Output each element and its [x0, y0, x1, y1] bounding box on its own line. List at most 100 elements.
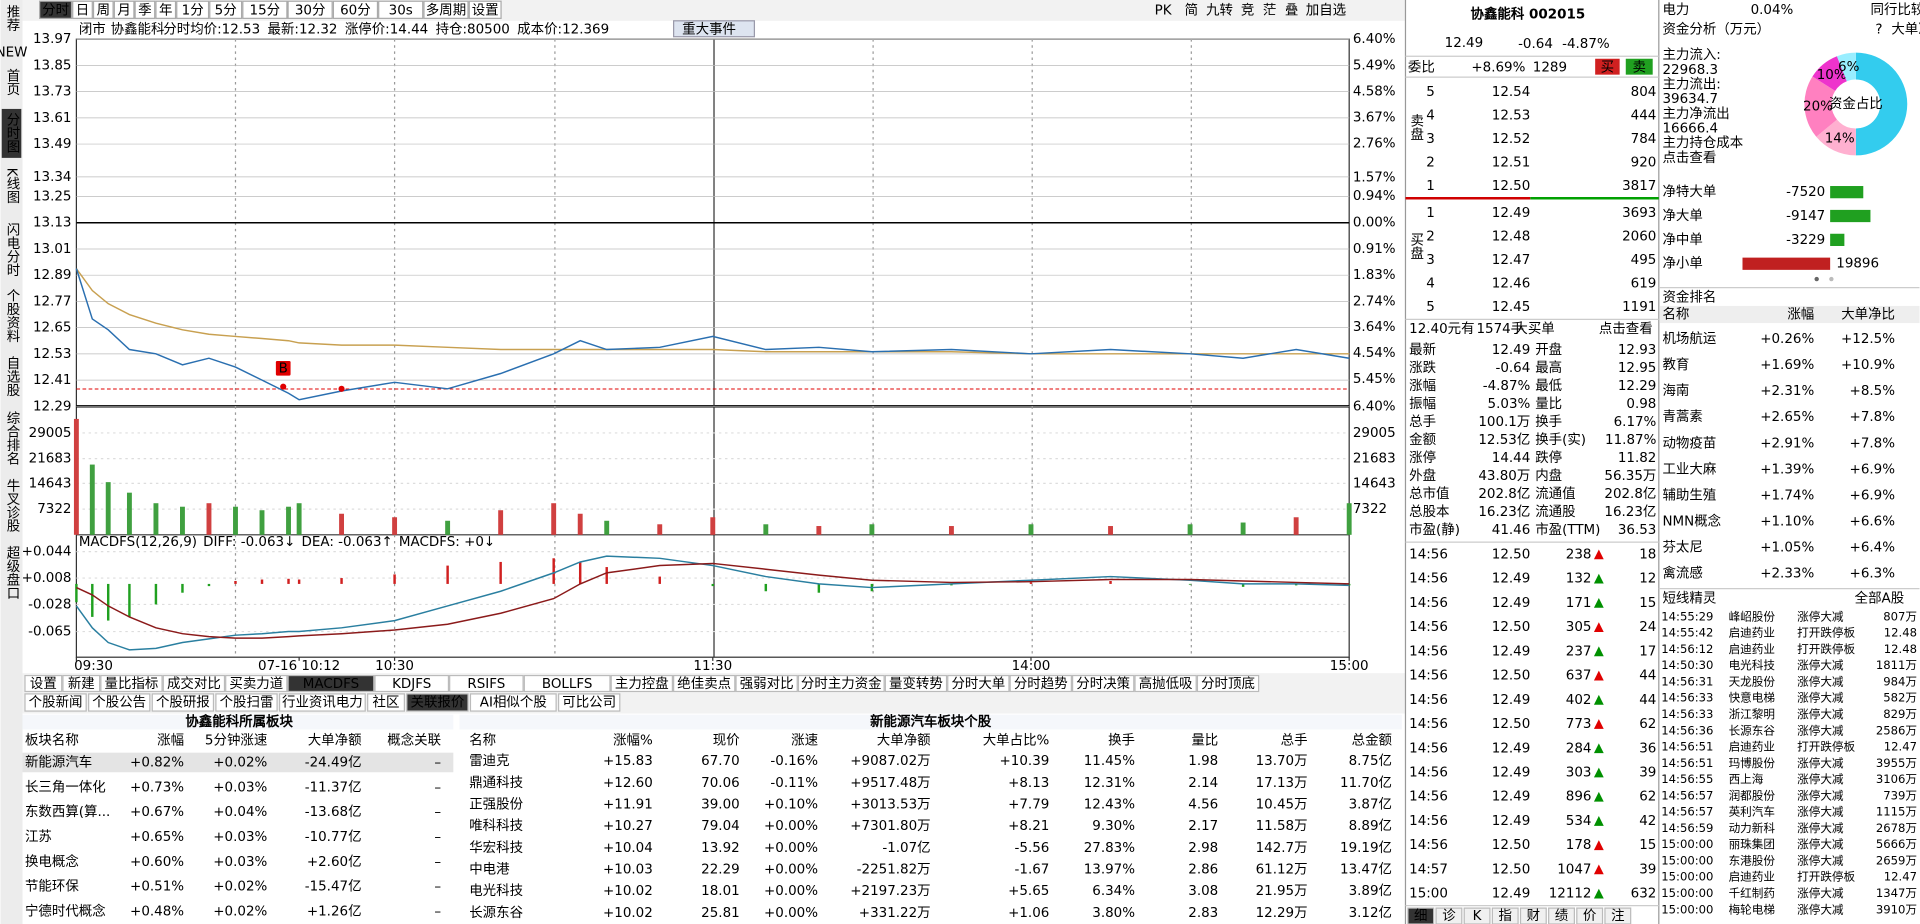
- info-tab[interactable]: [215, 693, 278, 712]
- tool-btn[interactable]: [134, 0, 156, 19]
- panel-tab[interactable]: [1435, 907, 1463, 924]
- tool-label[interactable]: 60分: [340, 2, 371, 18]
- compare[interactable]: 同行比较: [1871, 2, 1920, 18]
- rank-cell[interactable]: 芬太尼: [1662, 540, 1702, 556]
- rank-cell[interactable]: 禽流感: [1662, 565, 1702, 582]
- indicator-label[interactable]: MACDFS: [303, 677, 359, 692]
- indicator-tab[interactable]: [374, 674, 450, 693]
- info-tab[interactable]: [24, 693, 87, 712]
- info-tab[interactable]: [406, 693, 469, 712]
- flow-item[interactable]: 点击查看: [1662, 150, 1716, 166]
- sidebar-tab[interactable]: 闪电分时: [4, 223, 21, 277]
- rank-cell[interactable]: 机场航运: [1662, 331, 1716, 347]
- sidebar-tab[interactable]: 分时图: [4, 112, 21, 153]
- tool-label[interactable]: 30分: [295, 2, 326, 18]
- rank-cell[interactable]: 教育: [1662, 357, 1689, 373]
- info-tab-label[interactable]: 个股扫雷: [220, 694, 274, 710]
- panel-tab-label[interactable]: 绩: [1555, 908, 1568, 924]
- sidebar-tab[interactable]: 首页: [4, 68, 21, 95]
- indicator-label[interactable]: 强弱对比: [740, 676, 794, 692]
- tool-label[interactable]: 季: [138, 2, 151, 18]
- sidebar-tab[interactable]: 牛叉诊股: [4, 478, 21, 533]
- indicator-label[interactable]: 绝佳卖点: [677, 676, 731, 692]
- sidebar-tab[interactable]: K线图: [4, 168, 21, 204]
- event-label[interactable]: 重大事件: [682, 21, 736, 37]
- tool-btn[interactable]: [378, 0, 424, 19]
- indicator-label[interactable]: RSIFS: [467, 677, 505, 692]
- info-tab[interactable]: [88, 693, 151, 712]
- info-tab-label[interactable]: 行业资讯电力: [282, 694, 363, 710]
- panel-tab-label[interactable]: 诊: [1442, 908, 1456, 924]
- indicator-label[interactable]: 分时顶底: [1201, 676, 1255, 692]
- rank-cell[interactable]: 青蒿素: [1662, 409, 1702, 425]
- panel-tab[interactable]: [1548, 907, 1575, 924]
- table-cell[interactable]: 电光科技: [469, 883, 523, 899]
- table-cell[interactable]: 宁德时代概念: [25, 903, 106, 920]
- indicator-label[interactable]: 买卖力道: [229, 676, 283, 692]
- table-cell[interactable]: 鼎通科技: [469, 775, 523, 791]
- sidebar-tab[interactable]: 自选股: [4, 356, 21, 398]
- tool-label[interactable]: 设置: [472, 2, 499, 18]
- tool-label[interactable]: 周: [97, 3, 110, 18]
- tool-btn[interactable]: [176, 0, 210, 19]
- tool-btn[interactable]: [423, 0, 469, 19]
- indicator-tab[interactable]: [797, 674, 885, 693]
- tool-label[interactable]: 加自选: [1306, 2, 1346, 18]
- info-tab-label[interactable]: 社区: [373, 694, 400, 710]
- panel-tab-label[interactable]: K: [1473, 909, 1483, 924]
- rank-cell[interactable]: 动物疫苗: [1662, 435, 1716, 451]
- indicator-tab[interactable]: [62, 674, 101, 693]
- info-tab-label[interactable]: AI相似个股: [480, 694, 547, 710]
- tool-btn[interactable]: [287, 0, 333, 19]
- sidebar-tab[interactable]: 推荐: [4, 5, 21, 32]
- indicator-tab[interactable]: [1009, 674, 1072, 693]
- info-tab[interactable]: [367, 693, 405, 712]
- table-cell[interactable]: 换电概念: [25, 853, 79, 870]
- indicator-tab[interactable]: [673, 674, 736, 693]
- indicator-tab[interactable]: [24, 674, 63, 693]
- indicator-label[interactable]: 量比指标: [105, 676, 159, 692]
- tool-btn[interactable]: [92, 0, 114, 19]
- tool-btn[interactable]: [468, 0, 502, 19]
- panel-tab[interactable]: [1407, 907, 1435, 924]
- indicator-label[interactable]: 分时大单: [951, 676, 1005, 692]
- table-cell[interactable]: 唯科科技: [469, 818, 523, 834]
- rank-cell[interactable]: 海南: [1662, 383, 1689, 399]
- sell-btn[interactable]: [1625, 58, 1653, 75]
- table-cell[interactable]: 华宏科技: [469, 840, 523, 856]
- panel-tab-label[interactable]: 价: [1583, 909, 1597, 924]
- indicator-tab[interactable]: [287, 674, 375, 693]
- elves-scope[interactable]: 全部A股: [1855, 589, 1905, 606]
- indicator-tab[interactable]: [100, 674, 163, 693]
- indicator-label[interactable]: 分时决策: [1076, 675, 1130, 692]
- sidebar-tab[interactable]: 个股资料: [4, 289, 21, 343]
- tool-btn[interactable]: [209, 0, 243, 19]
- table-cell[interactable]: 长源东谷: [469, 905, 523, 921]
- table-cell[interactable]: 中电港: [469, 862, 510, 878]
- tool-label[interactable]: PK: [1155, 3, 1173, 18]
- indicator-tab[interactable]: [1071, 674, 1135, 693]
- buy-label[interactable]: 买: [1601, 59, 1614, 75]
- info-tab-label[interactable]: 个股公告: [92, 694, 146, 710]
- tool-btn[interactable]: [332, 0, 379, 19]
- table-cell[interactable]: 长三角一体化: [25, 779, 106, 795]
- tool-label[interactable]: 年: [159, 2, 172, 18]
- rank-cell[interactable]: NMN概念: [1662, 512, 1721, 529]
- tool-label[interactable]: 30s: [389, 3, 413, 18]
- info-tab-label[interactable]: 个股新闻: [29, 694, 83, 710]
- panel-tab-label[interactable]: 细: [1414, 908, 1427, 924]
- panel-tab-label[interactable]: 指: [1498, 908, 1511, 924]
- panel-tab-label[interactable]: 财: [1527, 908, 1540, 924]
- indicator-tab[interactable]: [735, 674, 798, 693]
- indicator-label[interactable]: BOLLFS: [542, 677, 593, 692]
- tool-label[interactable]: 茫: [1263, 2, 1276, 18]
- info-tab[interactable]: [151, 693, 215, 712]
- indicator-tab[interactable]: [523, 674, 611, 693]
- indicator-label[interactable]: 量变转势: [889, 676, 943, 692]
- indicator-label[interactable]: 高抛低吸: [1139, 675, 1193, 692]
- tool-label[interactable]: 分时: [42, 2, 69, 18]
- table-cell[interactable]: 江苏: [25, 829, 52, 845]
- table-cell[interactable]: 节能环保: [25, 879, 79, 895]
- panel-tab[interactable]: [1576, 907, 1604, 924]
- table-cell[interactable]: 正强股份: [469, 797, 523, 813]
